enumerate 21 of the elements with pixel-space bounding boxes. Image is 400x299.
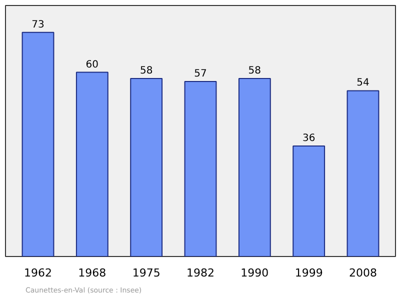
x-tick-label: 1982	[186, 266, 215, 280]
data-label: 58	[140, 65, 153, 76]
data-label: 60	[86, 59, 99, 70]
x-tick-label: 1975	[132, 266, 160, 280]
data-label: 58	[248, 65, 262, 76]
bar	[130, 78, 163, 256]
bar	[22, 32, 54, 256]
x-tick-label: 1962	[24, 266, 52, 280]
data-label: 36	[302, 132, 316, 144]
x-tick-label: 2008	[349, 266, 378, 280]
bar	[76, 72, 108, 256]
data-label: 57	[194, 68, 207, 80]
x-tick-label: 1968	[78, 266, 106, 280]
bar	[346, 90, 380, 256]
bar	[184, 81, 217, 256]
x-tick-label: 1999	[294, 266, 323, 280]
data-label: 54	[356, 78, 370, 89]
data-label: 73	[32, 19, 44, 30]
bar	[238, 78, 271, 256]
x-tick-label: 1990	[240, 266, 269, 280]
bar	[292, 145, 326, 256]
